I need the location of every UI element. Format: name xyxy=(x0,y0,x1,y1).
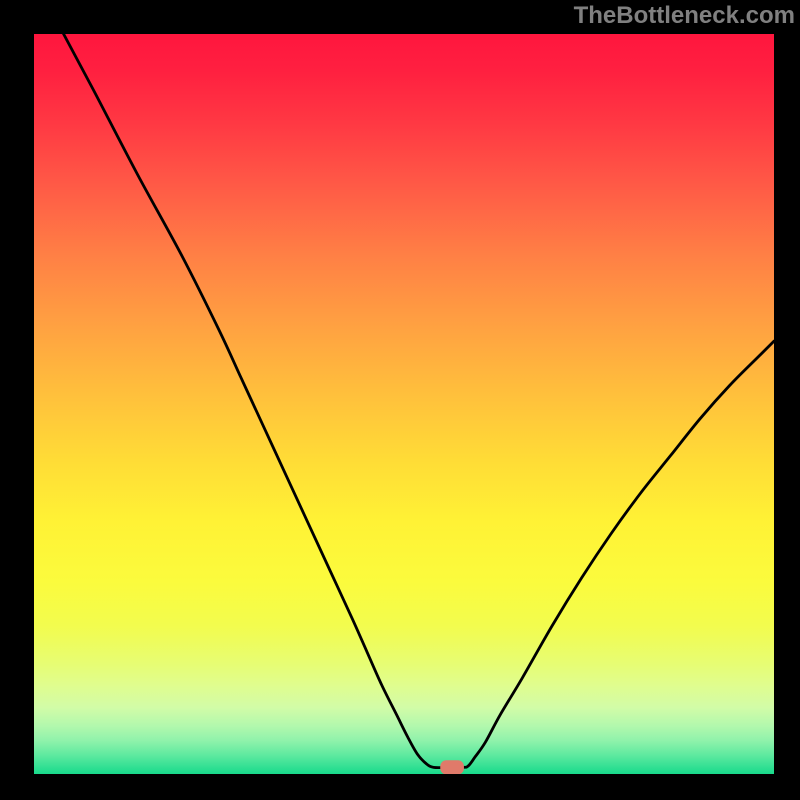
curve-line xyxy=(64,34,774,768)
chart-container: TheBottleneck.com xyxy=(0,0,800,800)
plot-area xyxy=(34,34,774,774)
credit-label: TheBottleneck.com xyxy=(574,2,795,30)
bottleneck-curve xyxy=(34,34,774,774)
curve-marker xyxy=(440,760,464,774)
